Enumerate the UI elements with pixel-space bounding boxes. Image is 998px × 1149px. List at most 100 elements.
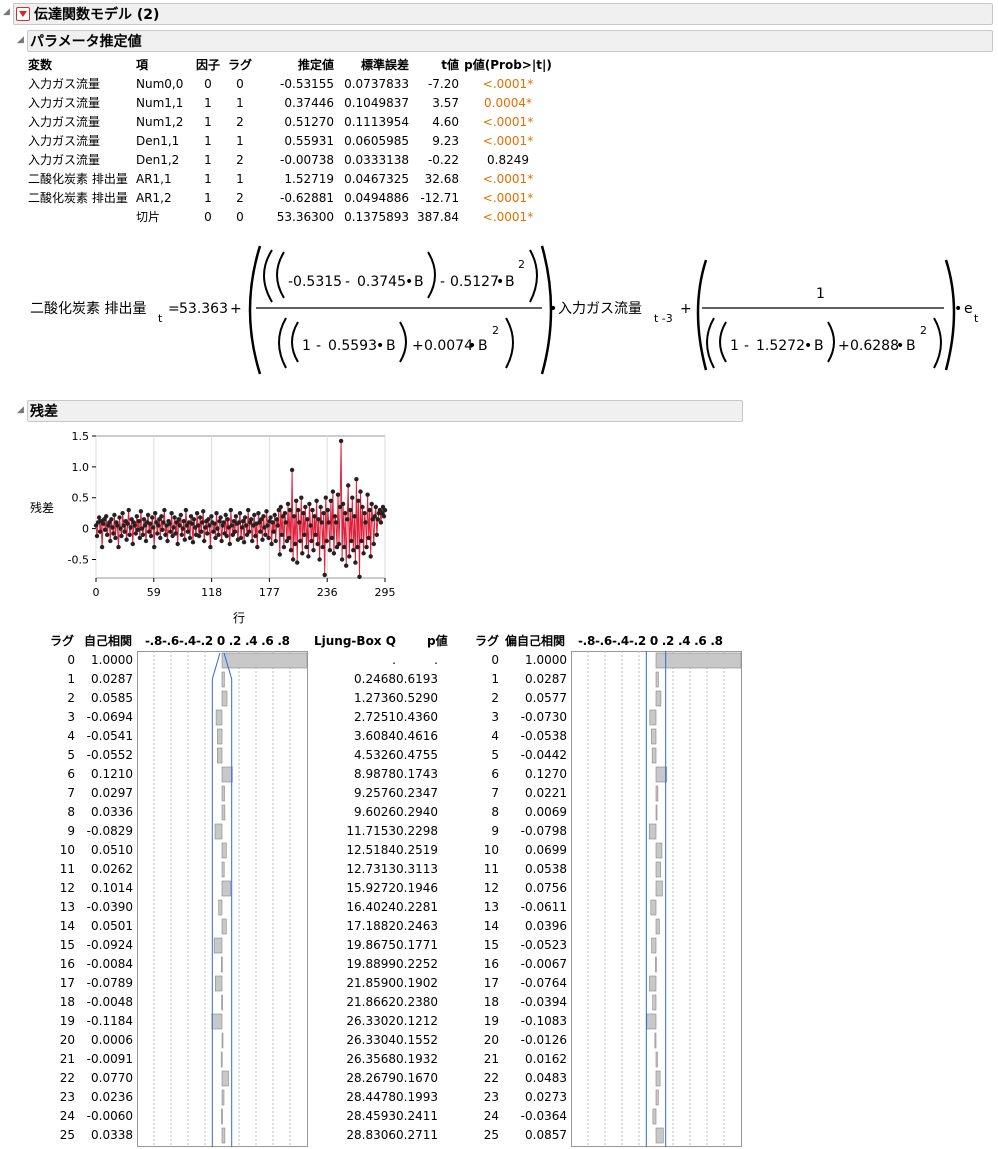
residual-point — [379, 511, 385, 516]
residual-point — [323, 495, 328, 500]
residual-point — [287, 507, 293, 513]
correlation-bar — [651, 728, 657, 745]
cell-estimate: 0.51270 — [284, 114, 334, 129]
cell-term: Num0,0 — [136, 76, 184, 91]
pacf-lag: 2 — [491, 691, 499, 705]
acf-value: 0.0770 — [91, 1071, 133, 1085]
residual-point — [279, 532, 285, 537]
ljung-box-p: 0.1743 — [396, 767, 438, 781]
eq-sq-2: 2 — [492, 324, 499, 337]
residual-point — [133, 531, 138, 536]
correlation-bar — [221, 861, 225, 878]
x-tick-label: 236 — [317, 586, 338, 599]
acf-lag: 14 — [59, 919, 75, 933]
red-triangle-menu-icon[interactable] — [16, 7, 30, 21]
ljung-box-p: 0.2281 — [396, 900, 438, 914]
correlation-bar — [655, 671, 659, 688]
residual-point — [159, 514, 164, 519]
pacf-value: -0.0364 — [520, 1109, 567, 1123]
acf-lag: 2 — [67, 691, 75, 705]
residual-point — [305, 517, 310, 522]
pacf-value: 1.0000 — [525, 653, 567, 667]
ljung-box-q: 19.8899 — [346, 957, 396, 971]
ljung-box-p: 0.2940 — [396, 805, 438, 819]
acf-bar-plot — [137, 651, 308, 1147]
pacf-value: -0.0067 — [520, 957, 567, 971]
residual-point — [277, 552, 282, 557]
correlation-bar — [655, 785, 659, 802]
residual-point — [231, 519, 237, 524]
residual-point — [212, 521, 217, 526]
acf-value: 0.1210 — [91, 767, 133, 781]
eq-equals: = — [168, 301, 180, 317]
ljung-box-q: 19.8675 — [346, 938, 396, 952]
residual-point — [362, 511, 367, 516]
eq-paren-l4 — [278, 317, 287, 369]
cell-p-value: 0.8249 — [487, 152, 529, 167]
cell-variable: 二酸化炭素 排出量 — [28, 172, 128, 186]
correlation-bar — [648, 823, 657, 840]
correlation-bar — [655, 690, 662, 707]
residual-point — [225, 517, 230, 522]
disclosure-icon-params[interactable]: ◢ — [17, 35, 24, 45]
residual-point — [301, 511, 306, 516]
acf-value: -0.0084 — [86, 957, 133, 971]
ljung-box-p: 0.3113 — [396, 862, 438, 876]
cell-factor: 0 — [204, 76, 212, 91]
parameter-table-header: 変数 項 因子 ラグ 推定値 標準誤差 t値 p値(Prob>|t|) — [28, 55, 557, 74]
pacf-value: 0.0221 — [525, 786, 567, 800]
col-variable: 変数 — [28, 58, 53, 72]
cell-variable — [28, 207, 136, 226]
correlation-bar — [220, 1051, 223, 1068]
params-header[interactable]: パラメータ推定値 — [27, 30, 993, 52]
acf-value: -0.0552 — [86, 748, 133, 762]
pacf-value: 0.0069 — [525, 805, 567, 819]
x-tick-label: 59 — [147, 586, 161, 599]
disclosure-icon-residual[interactable]: ◢ — [17, 405, 24, 415]
residual-point — [127, 532, 132, 537]
residual-point — [128, 525, 133, 530]
disclosure-icon-report[interactable]: ◢ — [3, 7, 10, 17]
eq-minus-4: - — [744, 338, 749, 354]
residual-point — [272, 512, 277, 518]
eq-paren-l7 — [706, 317, 715, 369]
residual-point — [118, 526, 123, 531]
residual-point — [366, 535, 371, 541]
acf-lag: 12 — [59, 881, 75, 895]
residual-point — [143, 538, 149, 544]
ljung-box-q: 28.8306 — [346, 1128, 396, 1142]
pacf-value: 0.0756 — [525, 881, 567, 895]
pacf-value: 0.0287 — [525, 672, 567, 686]
residual-point — [243, 523, 249, 528]
acf-value: 0.0338 — [91, 1128, 133, 1142]
pacf-lag: 24 — [483, 1109, 499, 1123]
residual-point — [104, 514, 109, 519]
parameter-table: 変数 項 因子 ラグ 推定値 標準誤差 t値 p値(Prob>|t|) 入力ガス… — [28, 55, 557, 226]
correlation-bar — [221, 785, 225, 802]
correlation-bar — [221, 766, 233, 783]
report-header[interactable]: 伝達関数モデル (2) — [13, 3, 993, 25]
eq-ar2: 0.6288 — [850, 338, 899, 354]
params-title: パラメータ推定値 — [30, 34, 142, 50]
ljung-box-q: 2.7251 — [354, 710, 396, 724]
residual-point — [215, 526, 220, 531]
acf-lag: 0 — [67, 653, 75, 667]
cell-lag: 2 — [236, 190, 244, 205]
ljung-box-q: 28.4593 — [346, 1109, 396, 1123]
eq-e: e — [964, 301, 973, 317]
residual-point — [185, 529, 191, 534]
confidence-band-lower — [211, 652, 221, 1147]
residual-header[interactable]: 残差 — [27, 400, 743, 422]
acf-lag: 5 — [67, 748, 75, 762]
residual-point — [270, 520, 275, 525]
acf-lag: 24 — [59, 1109, 75, 1123]
eq-dot-6: • — [804, 338, 812, 354]
residual-point — [263, 532, 268, 537]
correlation-bar — [214, 823, 223, 840]
residual-point — [230, 532, 235, 537]
acf-hdr-scale: -.8-.6-.4-.2 0 .2 .4 .6 .8 — [145, 634, 290, 648]
residual-point — [103, 527, 108, 532]
residual-point — [252, 512, 257, 518]
eq-paren-l1 — [248, 245, 262, 375]
residual-point — [309, 538, 314, 544]
